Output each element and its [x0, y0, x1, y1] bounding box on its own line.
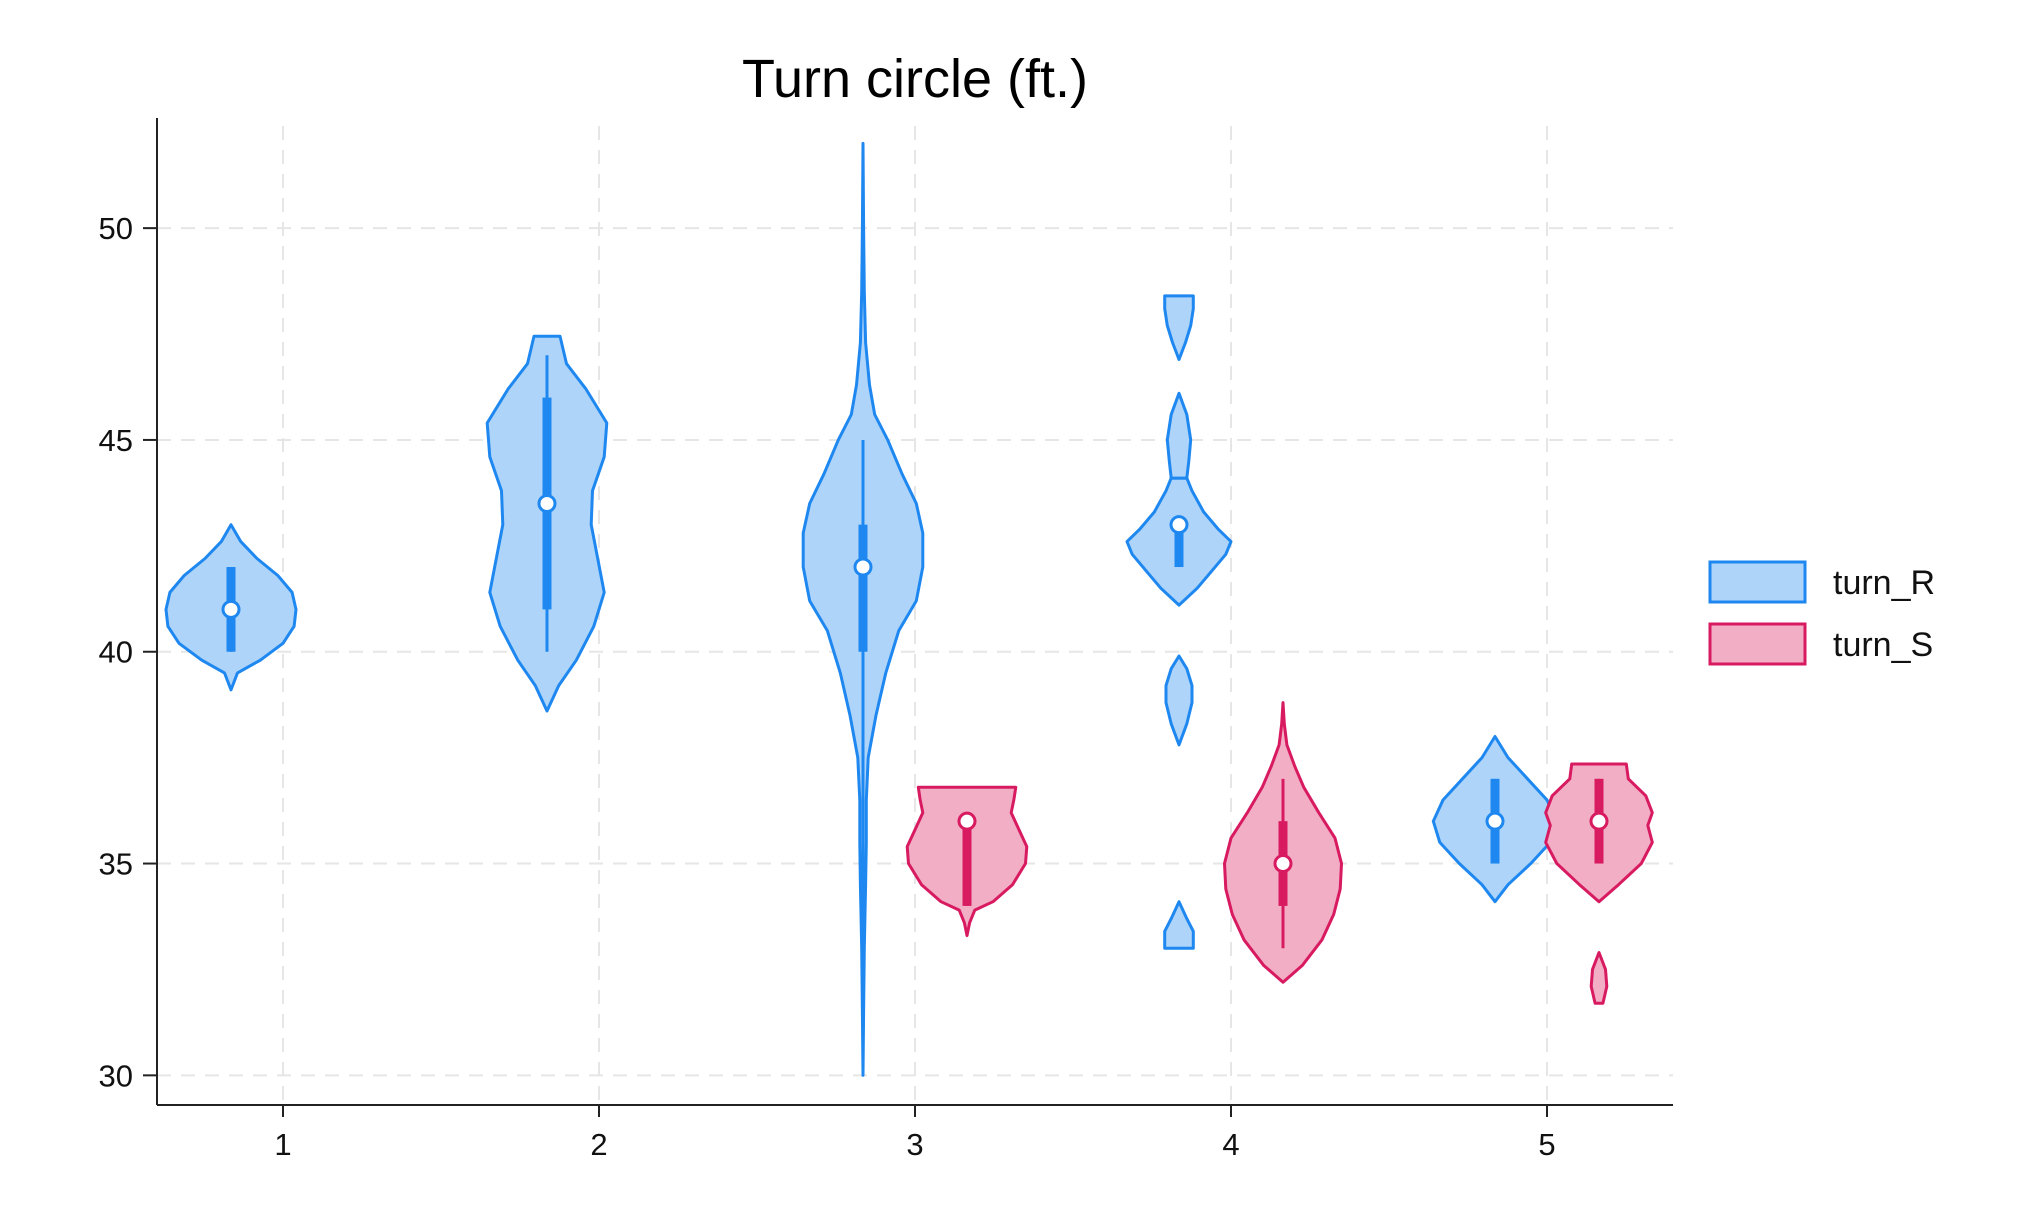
- legend-swatch-turn_R: [1708, 560, 1807, 604]
- violin-turn_R-4: [1165, 391, 1193, 480]
- x-tick-label: 3: [906, 1127, 923, 1162]
- legend-label-turn_S: turn_S: [1833, 626, 1933, 664]
- iqr-box-turn_S-3: [962, 821, 972, 906]
- x-tick-label: 4: [1222, 1127, 1239, 1162]
- median-marker-turn_S-5: [1589, 811, 1609, 831]
- chart-title: Turn circle (ft.): [742, 49, 1088, 109]
- iqr-box-turn_R-4: [1174, 524, 1184, 568]
- median-marker-turn_R-3: [853, 557, 873, 577]
- y-tick-label: 50: [99, 211, 133, 246]
- legend: turn_R turn_S: [1708, 560, 1935, 666]
- x-tick-label: 2: [590, 1127, 607, 1162]
- median-marker-turn_S-3: [957, 811, 977, 831]
- legend-swatch-turn_S: [1708, 622, 1807, 666]
- y-tick-label: 30: [99, 1058, 133, 1093]
- violin-turn_R-4: [1163, 294, 1195, 361]
- gridlines: [157, 126, 1673, 1105]
- x-tick-label: 5: [1538, 1127, 1555, 1162]
- iqr-box-turn_R-3: [858, 524, 868, 652]
- median-marker-turn_R-2: [537, 493, 557, 513]
- median-marker-turn_R-5: [1485, 811, 1505, 831]
- x-tick-label: 1: [274, 1127, 291, 1162]
- y-tick-label: 35: [99, 847, 133, 882]
- median-marker-turn_S-4: [1273, 854, 1293, 874]
- violin-turn_R-4: [1164, 654, 1194, 747]
- y-tick-label: 40: [99, 635, 133, 670]
- violins: [164, 141, 1654, 1077]
- legend-label-turn_R: turn_R: [1833, 564, 1935, 602]
- median-marker-turn_R-1: [221, 599, 241, 619]
- y-tick-label: 45: [99, 423, 133, 458]
- violin-turn_R-4: [1163, 900, 1195, 950]
- violin-turn_S-5: [1589, 951, 1609, 1005]
- median-marker-turn_R-4: [1169, 515, 1189, 535]
